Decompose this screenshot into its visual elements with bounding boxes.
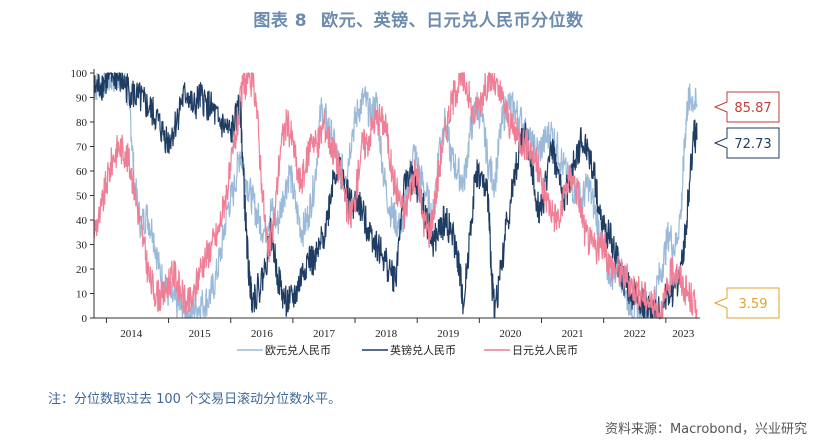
plot-area [93,72,698,320]
legend-label: 日元兑人民币 [512,343,578,357]
y-tick-label: 0 [82,313,88,325]
x-tick-label: 2014 [120,328,143,340]
x-tick-label: 2022 [624,328,646,340]
series-line-gbp [93,72,698,320]
y-tick-label: 90 [76,93,88,105]
y-tick-label: 70 [76,142,88,154]
y-tick-label: 60 [76,166,88,178]
source-note: 资料来源：Macrobond，兴业研究 [604,422,807,437]
footnote: 注：分位数取过去 100 个交易日滚动分位数水平。 [48,392,342,407]
figure-number: 图表 8 [253,11,308,31]
series-line-jpy [93,72,698,319]
chart-title: 图表 8 欧元、英镑、日元兑人民币分位数 [0,6,837,31]
legend: 欧元兑人民币 英镑兑人民币 日元兑人民币 [237,343,578,357]
y-tick-label: 20 [76,264,88,276]
y-tick-label: 10 [76,289,88,301]
y-tick-label: 80 [76,117,88,129]
callout-value: 85.87 [734,101,771,116]
y-tick-label: 100 [71,68,88,80]
x-tick-label: 2015 [189,328,212,340]
x-tick-label: 2019 [437,328,460,340]
callouts: 85.87 72.73 3.59 [713,91,780,319]
x-tick-label: 2020 [499,328,522,340]
y-tick-label: 40 [76,215,88,227]
x-tick-label: 2018 [375,328,398,340]
callout-box [713,91,780,123]
figure-title: 欧元、英镑、日元兑人民币分位数 [321,11,584,31]
callout-value: 3.59 [739,297,768,312]
y-tick-label: 50 [76,191,88,203]
x-tick-label: 2021 [562,328,584,340]
x-tick-label: 2023 [672,328,695,340]
callout-box [713,287,780,319]
legend-label: 欧元兑人民币 [265,343,331,357]
callout-value: 72.73 [734,137,771,152]
y-tick-label: 30 [76,240,88,252]
axes: 0 10 20 30 40 50 60 70 80 90 100 2014 2015 2016 2017 20… [71,68,700,340]
x-tick-label: 2016 [251,328,274,340]
callout-box [713,127,780,159]
legend-label: 英镑兑人民币 [390,343,456,357]
x-tick-label: 2017 [313,328,336,340]
